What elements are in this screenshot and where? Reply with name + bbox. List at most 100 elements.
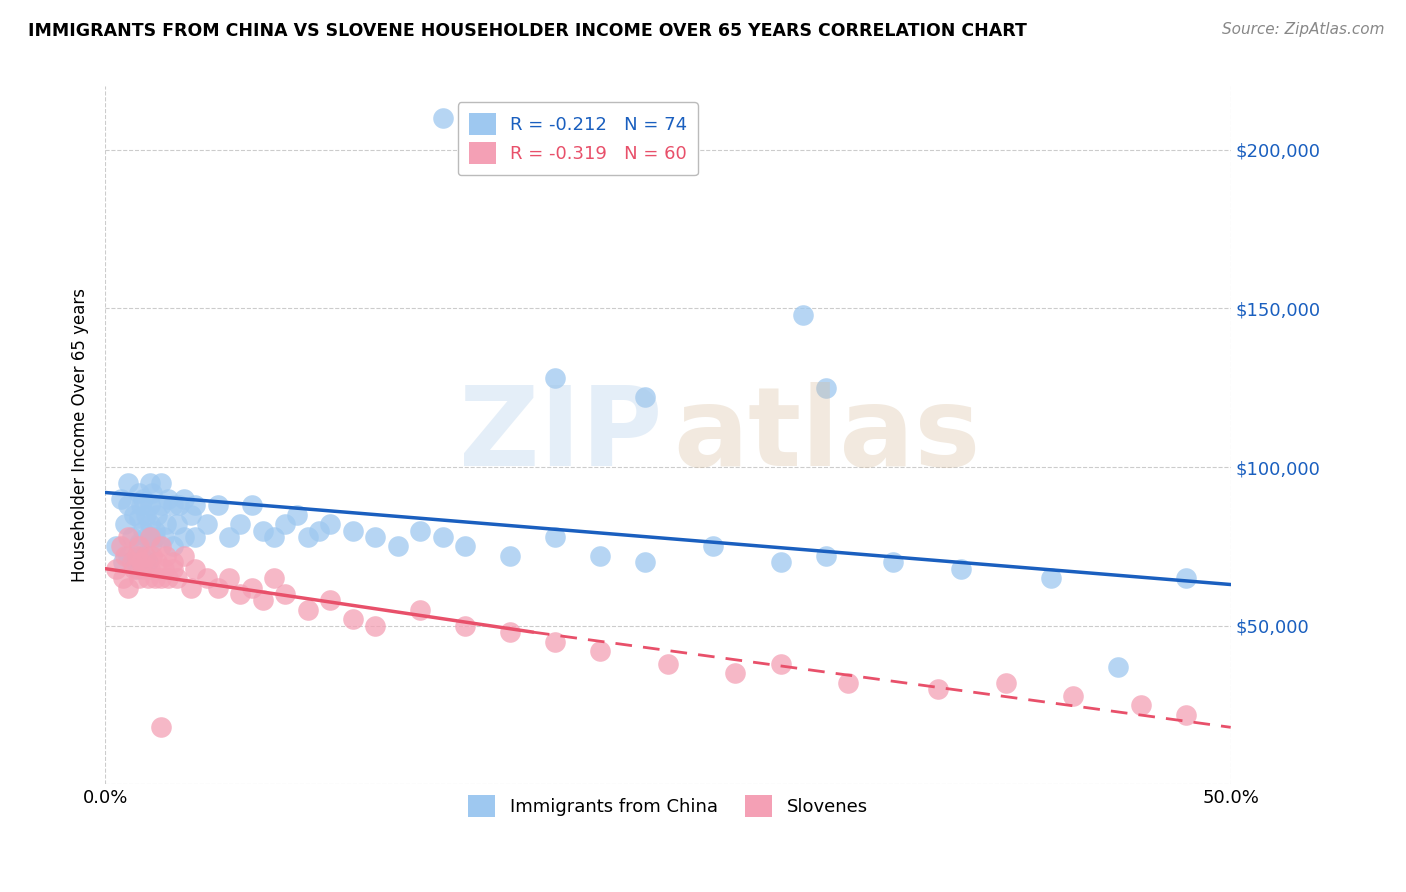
Point: [117, 530, 139, 544]
Point: [117, 549, 139, 563]
Point: [544, 530, 567, 544]
Point: [207, 581, 229, 595]
Point: [150, 475, 173, 490]
Point: [634, 555, 657, 569]
Point: [150, 498, 173, 512]
Point: [162, 562, 184, 576]
Point: [173, 491, 195, 506]
Point: [132, 562, 155, 576]
Point: [702, 540, 724, 554]
Point: [218, 571, 240, 585]
Point: [162, 555, 184, 569]
Point: [150, 571, 173, 585]
Point: [769, 555, 792, 569]
Point: [114, 517, 136, 532]
Point: [409, 524, 432, 538]
Text: Source: ZipAtlas.com: Source: ZipAtlas.com: [1222, 22, 1385, 37]
Point: [342, 612, 364, 626]
Point: [162, 498, 184, 512]
Point: [195, 571, 218, 585]
Point: [544, 634, 567, 648]
Point: [285, 508, 308, 522]
Point: [110, 540, 132, 554]
Point: [150, 720, 173, 734]
Point: [240, 498, 263, 512]
Point: [152, 530, 174, 544]
Point: [173, 549, 195, 563]
Point: [117, 498, 139, 512]
Text: atlas: atlas: [673, 382, 981, 489]
Point: [184, 562, 207, 576]
Point: [263, 530, 285, 544]
Point: [166, 571, 188, 585]
Point: [1039, 571, 1062, 585]
Point: [146, 555, 169, 569]
Point: [409, 603, 432, 617]
Point: [499, 549, 522, 563]
Point: [169, 498, 191, 512]
Point: [125, 562, 148, 576]
Point: [143, 524, 166, 538]
Point: [949, 562, 972, 576]
Point: [432, 530, 454, 544]
Point: [152, 562, 174, 576]
Point: [364, 530, 387, 544]
Point: [128, 540, 150, 554]
Point: [387, 540, 409, 554]
Point: [141, 549, 163, 563]
Point: [252, 593, 274, 607]
Point: [141, 485, 163, 500]
Point: [769, 657, 792, 671]
Point: [297, 603, 319, 617]
Point: [342, 524, 364, 538]
Point: [112, 555, 135, 569]
Point: [155, 517, 177, 532]
Point: [724, 666, 747, 681]
Point: [110, 491, 132, 506]
Point: [136, 555, 159, 569]
Point: [195, 517, 218, 532]
Point: [589, 644, 612, 658]
Point: [499, 625, 522, 640]
Point: [634, 390, 657, 404]
Point: [274, 587, 297, 601]
Point: [150, 540, 173, 554]
Point: [837, 676, 859, 690]
Point: [994, 676, 1017, 690]
Point: [218, 530, 240, 544]
Point: [105, 562, 128, 576]
Point: [125, 549, 148, 563]
Point: [274, 517, 297, 532]
Point: [132, 491, 155, 506]
Point: [1129, 698, 1152, 712]
Point: [1062, 689, 1084, 703]
Point: [139, 475, 162, 490]
Point: [1174, 707, 1197, 722]
Point: [792, 308, 814, 322]
Point: [124, 508, 146, 522]
Point: [173, 530, 195, 544]
Point: [364, 619, 387, 633]
Point: [124, 562, 146, 576]
Point: [319, 593, 342, 607]
Point: [927, 682, 949, 697]
Point: [135, 530, 157, 544]
Point: [166, 517, 188, 532]
Point: [128, 511, 150, 525]
Point: [129, 555, 152, 569]
Point: [229, 587, 252, 601]
Point: [105, 540, 128, 554]
Point: [180, 508, 202, 522]
Point: [184, 498, 207, 512]
Text: ZIP: ZIP: [458, 382, 662, 489]
Point: [128, 536, 150, 550]
Y-axis label: Householder Income Over 65 years: Householder Income Over 65 years: [72, 288, 89, 582]
Point: [128, 485, 150, 500]
Point: [544, 371, 567, 385]
Point: [117, 475, 139, 490]
Point: [136, 571, 159, 585]
Point: [139, 517, 162, 532]
Point: [146, 508, 169, 522]
Point: [229, 517, 252, 532]
Point: [121, 555, 143, 569]
